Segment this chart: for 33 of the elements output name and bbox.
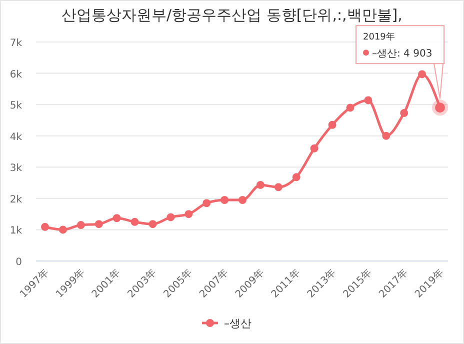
point (328, 120, 336, 129)
point (400, 109, 408, 118)
y-tick-label: 0 (16, 257, 22, 268)
point (184, 210, 193, 218)
annotation: 2019年 –생산: 4 903 (363, 32, 432, 60)
point (148, 220, 157, 228)
legend-label: –생산 (224, 317, 252, 330)
y-tick-label: 7k (10, 38, 22, 49)
y-tick-label: 1k (10, 226, 22, 237)
y-tick-label: 5k (10, 100, 22, 112)
point (112, 214, 121, 222)
y-tick-label: 2k (10, 194, 22, 206)
point (130, 218, 139, 226)
point (94, 220, 103, 228)
point (76, 221, 85, 230)
y-tick-label: 4k (10, 132, 22, 143)
point (382, 132, 390, 140)
point (364, 96, 372, 104)
y-tick-label: 3k (10, 163, 22, 174)
point (292, 173, 300, 182)
point (220, 196, 229, 204)
point (346, 104, 354, 112)
point (166, 213, 175, 222)
point (274, 183, 282, 192)
point (58, 226, 67, 234)
point (418, 70, 426, 78)
chart-title: 산업통상자원부/항공우주산업 동향[단위,:,백만불], (62, 6, 402, 24)
point (202, 199, 211, 208)
y-tick-label: 6k (10, 69, 22, 80)
point (256, 180, 264, 189)
point (238, 196, 246, 204)
point (310, 144, 318, 152)
point (41, 222, 49, 231)
